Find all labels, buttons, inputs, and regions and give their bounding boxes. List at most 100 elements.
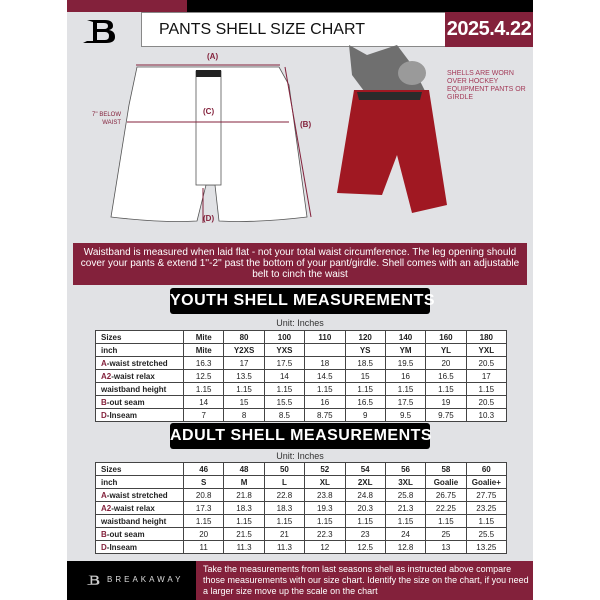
row-label-prefix: B bbox=[101, 529, 107, 539]
table-row: B-out seam 14 15 15.5 16 16.5 17.5 19 20.5 bbox=[95, 395, 508, 409]
table-cell: 1.15 bbox=[384, 382, 427, 396]
table-row: A2-waist relax 17.3 18.3 18.3 19.3 20.3 21.3 22… bbox=[95, 501, 508, 515]
table-cell: 16.5 bbox=[344, 395, 386, 409]
table-cell: 160 bbox=[425, 330, 467, 344]
table-cell: 15.5 bbox=[263, 395, 306, 409]
table-cell: S bbox=[182, 475, 225, 489]
table-cell: 23.25 bbox=[465, 501, 508, 515]
row-label: D-Inseam bbox=[95, 408, 184, 422]
table-cell: 17 bbox=[465, 369, 508, 383]
top-accent-bar bbox=[67, 0, 187, 12]
table-cell: 1.15 bbox=[344, 514, 386, 528]
table-row: waistband height 1.15 1.15 1.15 1.15 1.15 1.15… bbox=[95, 514, 508, 528]
table-cell: 22.3 bbox=[304, 527, 346, 541]
row-label: waistband height bbox=[95, 382, 184, 396]
table-cell: 17.5 bbox=[263, 356, 306, 370]
row-label: A-waist stretched bbox=[95, 488, 184, 502]
table-row: D-Inseam 11 11.3 11.3 12 12.5 12.8 13 13.25 bbox=[95, 540, 508, 554]
table-cell: 15 bbox=[344, 369, 386, 383]
table-cell: 1.15 bbox=[465, 514, 508, 528]
row-label: B-out seam bbox=[95, 395, 184, 409]
table-cell: 20 bbox=[182, 527, 225, 541]
table-cell: 11.3 bbox=[223, 540, 265, 554]
table-cell: 1.15 bbox=[304, 514, 346, 528]
table-row: Sizes Mite 80 100 110 120 140 160 180 bbox=[95, 330, 508, 344]
footer-brand-name: BREAKAWAY bbox=[107, 575, 184, 584]
shell-note: SHELLS ARE WORN OVER HOCKEY EQUIPMENT PA… bbox=[447, 70, 526, 101]
row-label-text: waistband height bbox=[101, 516, 167, 526]
table-cell: 56 bbox=[384, 462, 427, 476]
footer-logo-icon bbox=[86, 575, 100, 585]
row-label-text: -Inseam bbox=[106, 410, 138, 420]
row-label: inch bbox=[95, 343, 184, 357]
row-label: Sizes bbox=[95, 330, 184, 344]
table-cell: 16 bbox=[384, 369, 427, 383]
table-cell: 1.15 bbox=[384, 514, 427, 528]
table-cell: 18.5 bbox=[344, 356, 386, 370]
table-cell: 24 bbox=[384, 527, 427, 541]
table-cell: 20 bbox=[425, 356, 467, 370]
table-cell: 15 bbox=[223, 395, 265, 409]
table-cell: 48 bbox=[223, 462, 265, 476]
row-label-text: -waist relax bbox=[111, 503, 155, 513]
table-cell: 9.5 bbox=[384, 408, 427, 422]
table-cell: 1.15 bbox=[344, 382, 386, 396]
table-cell: 2XL bbox=[344, 475, 386, 489]
table-row: inch Mite Y2XS YXS YS YM YL YXL bbox=[95, 343, 508, 357]
table-cell: YXL bbox=[465, 343, 508, 357]
row-label: A2-waist relax bbox=[95, 369, 184, 383]
row-label-prefix: A2 bbox=[101, 503, 112, 513]
table-cell: 58 bbox=[425, 462, 467, 476]
table-cell: 23.8 bbox=[304, 488, 346, 502]
table-cell: 1.15 bbox=[465, 382, 508, 396]
table-cell: 11 bbox=[182, 540, 225, 554]
table-cell: XL bbox=[304, 475, 346, 489]
table-cell: 1.15 bbox=[263, 382, 306, 396]
table-row: A-waist stretched 16.3 17 17.5 18 18.5 19.5 20 2… bbox=[95, 356, 508, 370]
row-label-text: waistband height bbox=[101, 384, 167, 394]
table-cell: 12.5 bbox=[182, 369, 225, 383]
table-cell: 1.15 bbox=[223, 382, 265, 396]
table-cell: 12 bbox=[304, 540, 346, 554]
waistband-info: Waistband is measured when laid flat - n… bbox=[73, 243, 527, 285]
table-cell: Goalie bbox=[425, 475, 467, 489]
table-cell: 10.3 bbox=[465, 408, 508, 422]
table-cell: 22.25 bbox=[425, 501, 467, 515]
label-a: (A) bbox=[207, 52, 219, 61]
table-cell: 50 bbox=[263, 462, 306, 476]
table-cell: 1.15 bbox=[425, 514, 467, 528]
table-cell: 52 bbox=[304, 462, 346, 476]
table-cell: YS bbox=[344, 343, 386, 357]
table-cell: 9.75 bbox=[425, 408, 467, 422]
row-label-text: -out seam bbox=[106, 397, 145, 407]
table-row: A2-waist relax 12.5 13.5 14 14.5 15 16 16.5 17 bbox=[95, 369, 508, 383]
table-cell: 18.3 bbox=[263, 501, 306, 515]
row-label: A2-waist relax bbox=[95, 501, 184, 515]
table-cell: 8.5 bbox=[263, 408, 306, 422]
table-row: A-waist stretched 20.8 21.8 22.8 23.8 24.8 25.… bbox=[95, 488, 508, 502]
table-cell: 8.75 bbox=[304, 408, 346, 422]
table-cell: 20.3 bbox=[344, 501, 386, 515]
table-cell: 8 bbox=[223, 408, 265, 422]
table-cell: 16.5 bbox=[425, 369, 467, 383]
hockey-pants-photo bbox=[337, 45, 447, 213]
table-cell: M bbox=[223, 475, 265, 489]
page-title: PANTS SHELL SIZE CHART bbox=[141, 12, 445, 47]
table-cell: 20.5 bbox=[465, 395, 508, 409]
row-label-text: -waist relax bbox=[111, 371, 155, 381]
row-label: inch bbox=[95, 475, 184, 489]
table-cell: 80 bbox=[223, 330, 265, 344]
adult-unit: Unit: Inches bbox=[276, 451, 324, 461]
table-cell: 120 bbox=[344, 330, 386, 344]
table-cell: 1.15 bbox=[182, 382, 225, 396]
table-cell: 19 bbox=[425, 395, 467, 409]
table-cell: 17.5 bbox=[384, 395, 427, 409]
label-c-note: 7'' BELOW WAIST bbox=[92, 112, 121, 126]
table-cell bbox=[304, 343, 346, 357]
table-cell: 21 bbox=[263, 527, 306, 541]
table-cell: 13.25 bbox=[465, 540, 508, 554]
row-label: Sizes bbox=[95, 462, 184, 476]
table-cell: 26.75 bbox=[425, 488, 467, 502]
table-cell: Y2XS bbox=[223, 343, 265, 357]
table-cell: YL bbox=[425, 343, 467, 357]
